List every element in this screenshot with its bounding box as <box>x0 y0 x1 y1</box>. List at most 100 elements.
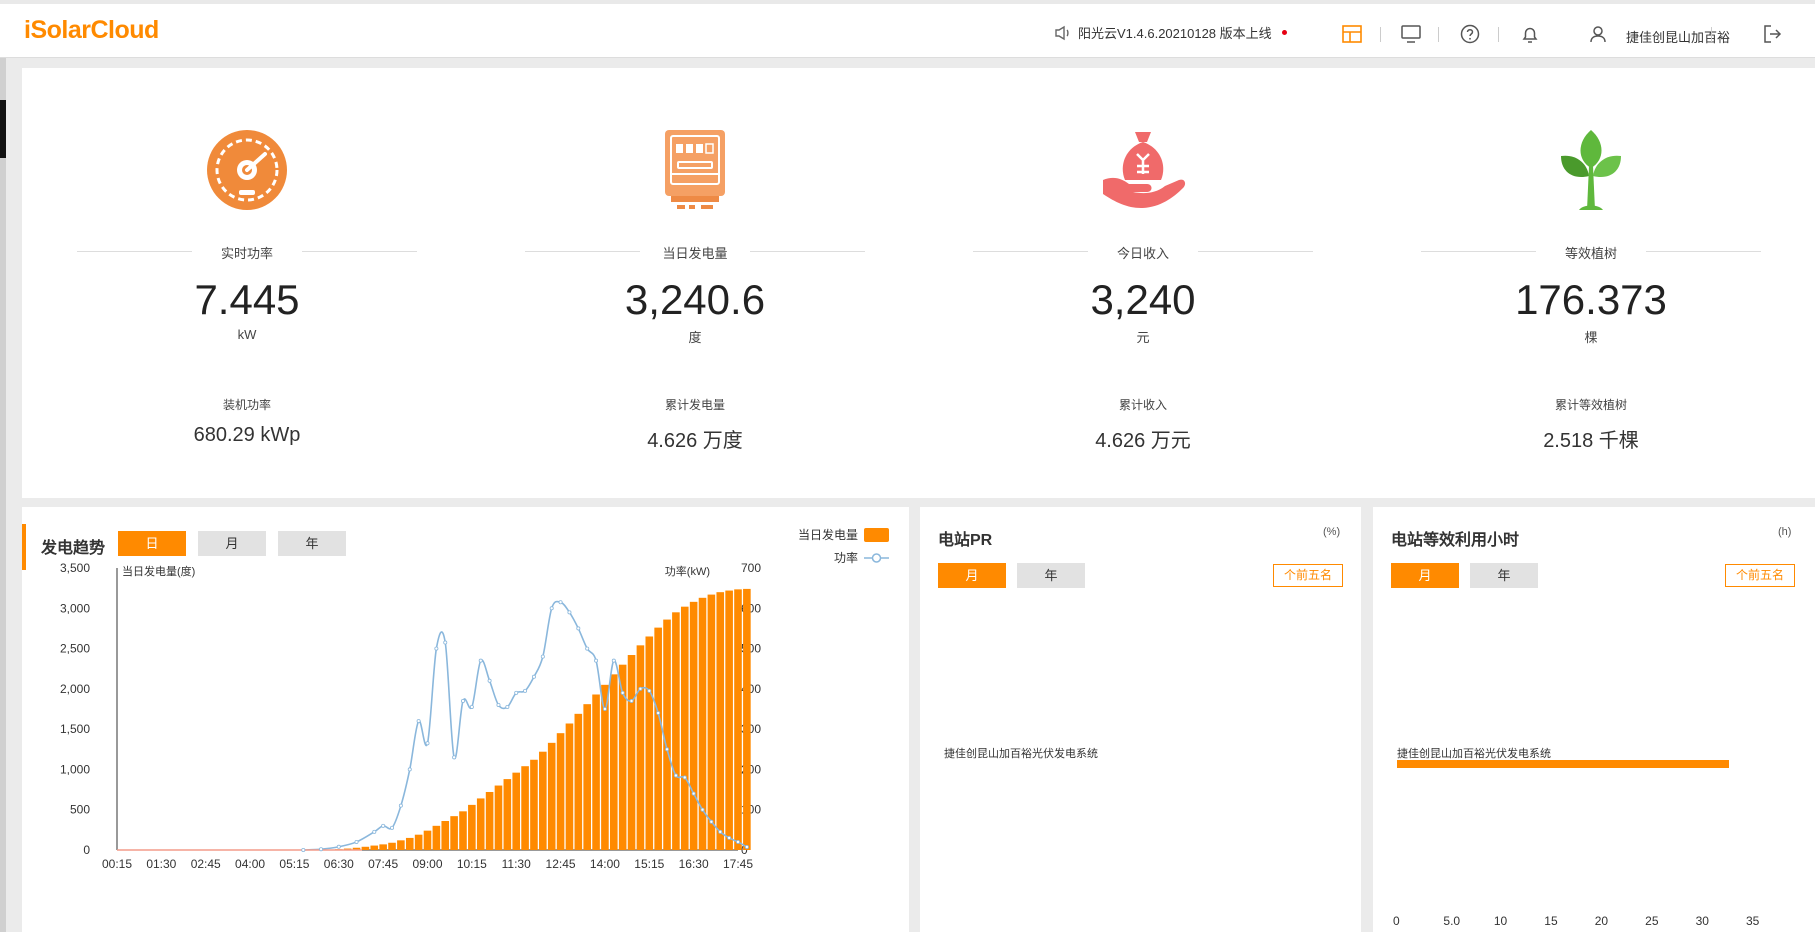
hours-bar[interactable] <box>1397 760 1729 768</box>
power-point <box>665 747 670 752</box>
kpi-sublabel: 累计收入 <box>1118 398 1167 412</box>
energy-bar <box>432 825 441 850</box>
power-point <box>549 606 554 611</box>
help-icon[interactable] <box>1458 22 1482 46</box>
power-point <box>301 847 306 852</box>
username[interactable]: 捷佳创昆山加百裕 <box>1626 30 1731 45</box>
kpi-sublabel: 装机功率 <box>222 398 271 412</box>
kpi-value: 3,240.6 <box>624 276 766 323</box>
legend-energy[interactable]: 当日发电量 <box>798 526 890 543</box>
top5-button[interactable]: 个前五名 <box>1273 564 1343 587</box>
header-divider <box>1380 27 1381 42</box>
power-point <box>416 719 421 724</box>
energy-bar <box>423 830 432 850</box>
power-point <box>682 775 687 780</box>
power-point <box>629 698 634 703</box>
version-notice[interactable]: 阳光云V1.4.6.20210128 版本上线 <box>1054 23 1287 42</box>
tab-month[interactable]: 月 <box>198 531 266 556</box>
x-tick: 10 <box>1493 914 1508 928</box>
tab-year[interactable]: 年 <box>1017 563 1085 588</box>
energy-bar <box>556 733 565 850</box>
energy-bar <box>521 766 529 850</box>
y-left-tick: 2,000 <box>60 682 90 696</box>
logo[interactable]: iSolarCloud <box>24 16 159 44</box>
tab-month[interactable]: 月 <box>1391 563 1459 588</box>
power-point <box>434 646 439 651</box>
power-point <box>319 847 324 852</box>
power-point <box>558 600 563 605</box>
kpi-label: 实时功率 <box>220 246 273 261</box>
power-point <box>540 654 545 659</box>
energy-bar <box>441 820 450 850</box>
announcement-icon <box>1055 25 1069 40</box>
energy-bar <box>743 588 751 850</box>
energy-bar <box>450 816 458 850</box>
hours-panel: 电站等效利用小时 (h) 月 年 个前五名 捷佳创昆山加百裕光伏发电系统 0 5.… <box>1373 507 1815 932</box>
power-point <box>514 690 519 695</box>
kpi-subvalue: 2.518 千棵 <box>1543 430 1639 452</box>
right-axis-label: 功率(kW) <box>665 564 710 578</box>
energy-bar <box>565 723 574 850</box>
x-tick: 5.0 <box>1443 914 1461 928</box>
power-point <box>700 807 705 812</box>
trend-panel: 发电趋势 日 月 年 当日发电量 功率 当日发电量(度) 功率(kW) 0 500 1,… <box>22 507 909 932</box>
tab-day[interactable]: 日 <box>118 531 186 556</box>
energy-bar <box>512 772 521 850</box>
power-point <box>602 706 607 711</box>
energy-bar <box>379 844 387 850</box>
pr-title: 电站PR <box>938 532 993 549</box>
left-scroll-strip <box>0 58 6 932</box>
kpi-value: 3,240 <box>1090 276 1196 323</box>
kpi-unit: 元 <box>1136 330 1150 345</box>
energy-bar <box>618 664 627 850</box>
energy-bar <box>716 592 725 850</box>
x-tick: 05:15 <box>279 857 309 871</box>
power-point <box>505 704 510 709</box>
tab-year[interactable]: 年 <box>1470 563 1538 588</box>
tab-month[interactable]: 月 <box>938 563 1006 588</box>
divider-line <box>973 251 1088 252</box>
power-point <box>656 711 661 716</box>
energy-bar <box>627 655 636 850</box>
power-point <box>531 674 536 679</box>
power-point <box>425 741 430 746</box>
x-tick: 0 <box>1393 914 1400 928</box>
layout-icon[interactable] <box>1340 22 1364 46</box>
x-tick: 07:45 <box>368 857 398 871</box>
y-left-tick: 0 <box>83 843 90 857</box>
top5-button[interactable]: 个前五名 <box>1725 564 1795 587</box>
energy-bar <box>459 811 467 850</box>
trend-chart[interactable]: 当日发电量(度) 功率(kW) 0 500 1,000 1,500 2,000 2,500 3,… <box>22 507 909 932</box>
power-point <box>381 823 386 828</box>
energy-bar <box>592 694 600 850</box>
bell-icon[interactable] <box>1518 22 1542 46</box>
power-point <box>576 626 581 631</box>
monitor-icon[interactable] <box>1399 22 1423 46</box>
legend-energy-label: 当日发电量 <box>798 528 859 542</box>
energy-bar <box>476 798 485 850</box>
power-point <box>718 829 723 834</box>
x-tick: 14:00 <box>590 857 620 871</box>
left-edge-marker <box>0 100 6 158</box>
divider-line <box>1646 251 1761 252</box>
energy-bar <box>698 597 707 850</box>
user-icon[interactable] <box>1586 22 1610 46</box>
kpi-unit: 棵 <box>1584 330 1598 345</box>
legend-power-swatch <box>864 552 890 563</box>
power-point <box>407 767 412 772</box>
legend-power[interactable]: 功率 <box>834 549 890 566</box>
power-point <box>691 791 696 796</box>
logout-icon[interactable] <box>1760 22 1784 46</box>
header-divider <box>1711 27 1712 42</box>
kpi-label: 等效植树 <box>1564 246 1617 261</box>
power-point <box>611 658 616 663</box>
power-point <box>354 839 359 844</box>
legend-energy-swatch <box>864 527 890 542</box>
energy-bar <box>574 713 583 850</box>
energy-bar <box>468 804 476 850</box>
energy-bar <box>707 594 716 850</box>
energy-bar <box>397 840 405 850</box>
tab-year[interactable]: 年 <box>278 531 346 556</box>
kpi-value: 176.373 <box>1515 276 1667 323</box>
x-tick: 15 <box>1544 914 1558 928</box>
